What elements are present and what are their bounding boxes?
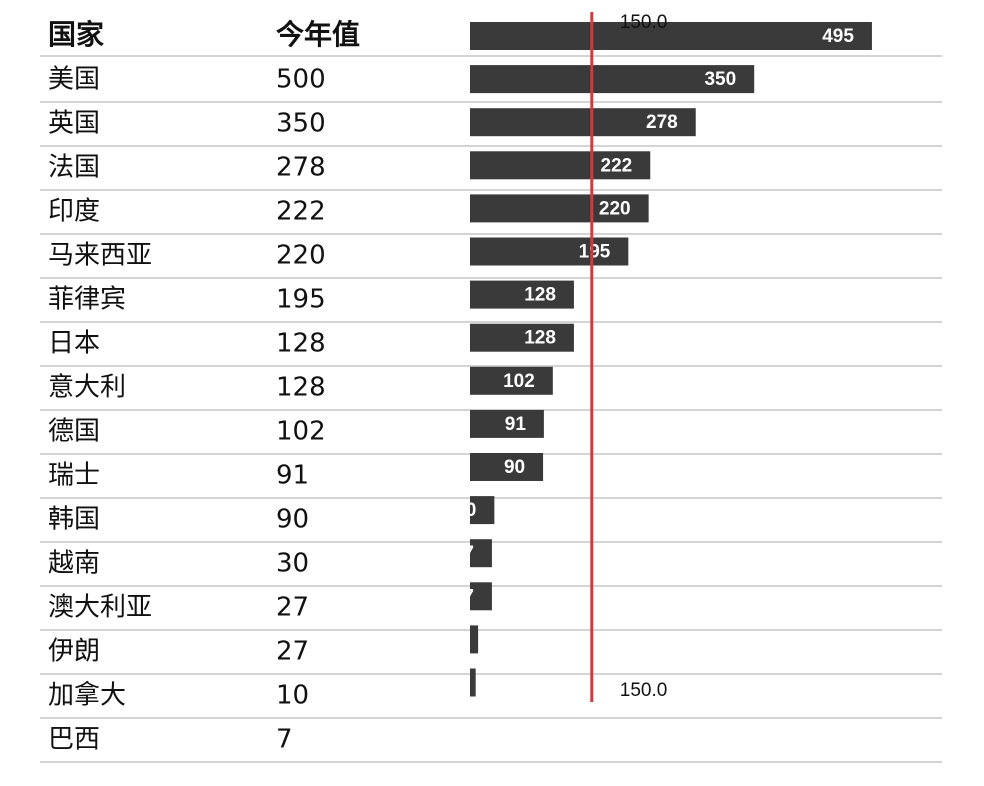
bar — [470, 194, 649, 223]
value-cell: 27 — [276, 637, 309, 667]
country-cell: 马来西亚 — [48, 241, 152, 271]
bar — [470, 108, 696, 137]
value-cell: 91 — [276, 461, 309, 491]
bar-label: 27 — [453, 586, 474, 607]
value-cell: 7 — [276, 725, 293, 755]
value-cell: 30 — [276, 549, 309, 579]
bar — [470, 323, 574, 352]
country-cell: 伊朗 — [48, 637, 100, 667]
reference-label: 150.0 — [620, 12, 668, 33]
country-cell: 韩国 — [48, 505, 100, 535]
value-cell: 222 — [276, 197, 326, 227]
bar — [470, 582, 492, 611]
value-cell: 90 — [276, 505, 309, 535]
value-cell: 500 — [276, 65, 326, 95]
value-cell: 220 — [276, 241, 326, 271]
bar-label: 278 — [646, 112, 678, 133]
value-cell: 102 — [276, 417, 326, 447]
bar — [470, 453, 544, 481]
country-cell: 法国 — [48, 153, 100, 183]
bar-label: 128 — [524, 285, 556, 306]
country-cell: 澳大利亚 — [48, 593, 152, 623]
country-cell: 菲律宾 — [48, 285, 126, 315]
header-country: 国家 — [48, 18, 104, 51]
header-value: 今年值 — [276, 18, 360, 51]
bar — [470, 539, 492, 568]
value-cell: 128 — [276, 373, 326, 403]
bar-label: 220 — [599, 198, 631, 219]
value-cell: 195 — [276, 285, 326, 315]
bar — [470, 22, 872, 50]
bar — [470, 237, 629, 266]
bar-label: 7 — [447, 673, 458, 694]
bar-label: 91 — [505, 414, 527, 435]
bar — [470, 668, 476, 697]
bar-label: 495 — [822, 26, 854, 47]
value-cell: 350 — [276, 109, 326, 139]
reference-label: 150.0 — [620, 680, 668, 701]
bar-label: 195 — [579, 242, 611, 263]
bar-label: 10 — [439, 629, 460, 650]
bar — [470, 409, 544, 438]
bar-label: 222 — [601, 155, 633, 176]
bar — [470, 496, 495, 525]
bar — [470, 65, 755, 94]
value-cell: 10 — [276, 681, 309, 711]
country-cell: 意大利 — [48, 373, 126, 403]
country-cell: 德国 — [48, 417, 100, 447]
country-cell: 越南 — [48, 549, 100, 579]
country-cell: 加拿大 — [48, 681, 126, 711]
country-cell: 印度 — [48, 197, 100, 227]
country-cell: 日本 — [48, 329, 100, 359]
bar — [470, 151, 651, 180]
bar-label: 90 — [504, 457, 525, 478]
country-cell: 瑞士 — [48, 461, 100, 491]
country-cell: 英国 — [48, 109, 100, 139]
bar-label: 30 — [455, 500, 476, 521]
bar — [470, 625, 479, 654]
bar-label: 102 — [503, 371, 535, 392]
bar-label: 128 — [524, 328, 556, 349]
bar — [470, 366, 553, 395]
value-cell: 27 — [276, 593, 309, 623]
country-cell: 巴西 — [48, 725, 100, 755]
value-cell: 278 — [276, 153, 326, 183]
bar — [470, 280, 574, 309]
bar-label: 27 — [453, 543, 474, 564]
bar-label: 350 — [704, 69, 736, 90]
value-cell: 128 — [276, 329, 326, 359]
country-cell: 美国 — [48, 65, 100, 95]
